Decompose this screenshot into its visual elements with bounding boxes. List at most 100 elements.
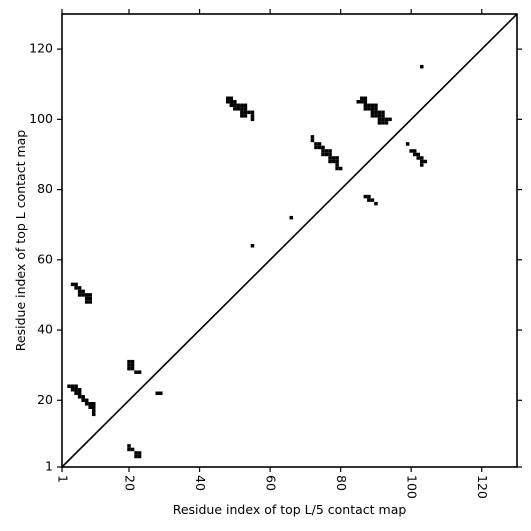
contact-point (335, 166, 339, 171)
x-tick-label: 60 (264, 475, 279, 491)
contact-point (226, 96, 230, 101)
contact-point (381, 110, 385, 115)
y-tick-label: 120 (29, 41, 53, 56)
contact-point (70, 387, 75, 392)
contact-point (247, 110, 251, 115)
y-tick-label: 100 (29, 111, 53, 126)
contact-point (84, 293, 89, 297)
contact-point (331, 159, 336, 164)
contact-point (91, 402, 96, 406)
y-axis-label: Residue index of top L contact map (13, 130, 28, 351)
contact-point (134, 454, 138, 459)
contact-point (77, 387, 82, 392)
contact-point (233, 100, 237, 104)
contact-point (409, 149, 413, 153)
contact-point (233, 103, 237, 108)
contact-point (420, 159, 424, 164)
contact-point (137, 370, 142, 374)
contact-point (331, 156, 336, 160)
contact-point (88, 300, 92, 304)
contact-point (84, 296, 89, 301)
contact-point (88, 402, 92, 406)
contact-point (240, 107, 244, 111)
contact-point (363, 96, 368, 101)
x-axis-label: Residue index of top L/5 contact map (173, 502, 407, 517)
contact-point (384, 117, 389, 122)
contact-point (74, 391, 78, 396)
contact-point (377, 114, 382, 118)
contact-point (367, 107, 371, 111)
y-tick-label: 20 (37, 392, 53, 407)
contact-point (363, 100, 368, 104)
contact-point (423, 159, 428, 164)
contact-point (250, 117, 255, 122)
contact-point (81, 398, 85, 403)
contact-point (388, 117, 392, 122)
contact-point (310, 135, 315, 139)
contact-point (74, 282, 78, 287)
contact-point (250, 114, 255, 118)
contact-point (240, 114, 244, 118)
contact-point (91, 412, 96, 417)
contact-point (91, 405, 96, 410)
contact-point (416, 152, 421, 157)
contact-point (328, 152, 332, 157)
contact-point (81, 293, 85, 297)
contact-point (243, 114, 248, 118)
contact-points (67, 64, 428, 459)
contact-point (70, 282, 75, 287)
contact-point (127, 363, 131, 367)
contact-point (370, 107, 375, 111)
contact-point (310, 138, 315, 143)
contact-point (127, 444, 131, 448)
contact-point (84, 402, 89, 406)
contact-point (240, 110, 244, 115)
contact-point (338, 166, 343, 171)
contact-point (250, 244, 255, 248)
x-tick-label: 120 (475, 475, 490, 499)
x-axis-ticks: 1 20 40 60 80 100 120 (56, 9, 490, 499)
contact-point (134, 370, 138, 374)
x-tick-label: 100 (405, 475, 420, 499)
contact-point (74, 387, 78, 392)
contact-point (84, 398, 89, 403)
contact-point (384, 121, 389, 125)
contact-point (243, 110, 248, 115)
contact-point (374, 107, 378, 111)
x-tick-label: 80 (334, 475, 349, 491)
contact-point (370, 103, 375, 108)
contact-point (328, 159, 332, 164)
contact-point (324, 149, 329, 153)
y-tick-label: 60 (37, 251, 53, 266)
contact-point (127, 366, 131, 371)
contact-point (137, 451, 142, 455)
x-tick-label: 20 (123, 475, 138, 491)
contact-point (155, 391, 159, 396)
contact-point (335, 156, 339, 160)
contact-point (374, 114, 378, 118)
contact-point (367, 198, 371, 202)
contact-point (363, 107, 368, 111)
contact-point (335, 163, 339, 167)
contact-point (81, 289, 85, 294)
y-tick-label: 40 (37, 322, 53, 337)
contact-point (84, 300, 89, 304)
contact-point (412, 149, 417, 153)
contact-point (335, 159, 339, 164)
x-tick-label: 1 (56, 475, 71, 483)
y-tick-label: 1 (45, 459, 53, 474)
contact-point (377, 117, 382, 122)
contact-point (370, 198, 375, 202)
contact-point (360, 96, 364, 101)
contact-point (243, 107, 248, 111)
y-tick-label: 80 (37, 181, 53, 196)
contact-point (360, 100, 364, 104)
contact-point (130, 363, 135, 367)
contact-point (367, 103, 371, 108)
contact-point (243, 103, 248, 108)
x-tick-label: 40 (193, 475, 208, 491)
contact-point (91, 409, 96, 413)
contact-point (416, 156, 421, 160)
contact-point (367, 194, 371, 199)
